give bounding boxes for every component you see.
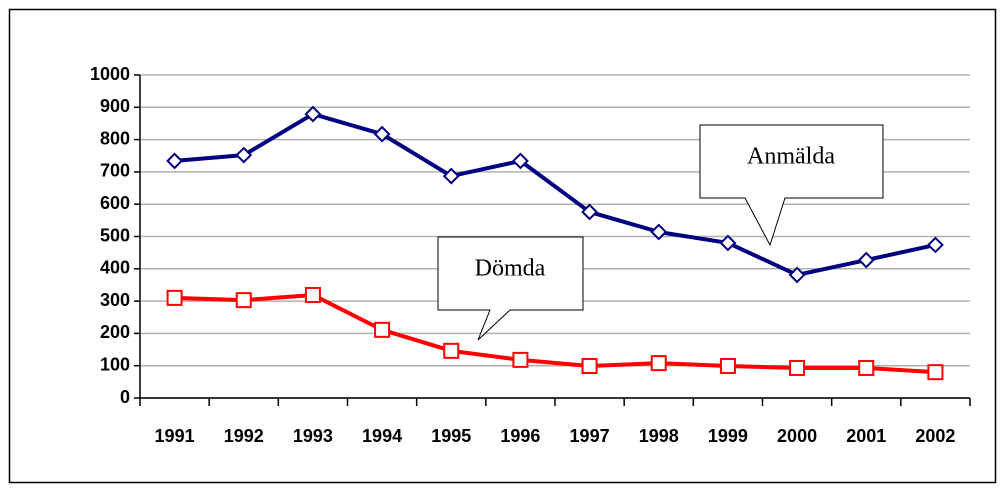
- point: [166, 289, 183, 306]
- x-tick-label: 2001: [846, 426, 886, 446]
- x-tick-label: 1993: [293, 426, 333, 446]
- point: [719, 234, 737, 252]
- point: [857, 251, 875, 269]
- point: [858, 359, 875, 376]
- x-tick-label: 1991: [155, 426, 195, 446]
- x-tick-label: 1992: [224, 426, 264, 446]
- y-tick-label: 400: [100, 258, 130, 278]
- callout-box: [437, 236, 584, 341]
- point: [927, 364, 944, 381]
- y-tick-label: 300: [100, 290, 130, 310]
- x-tick-label: 1996: [500, 426, 540, 446]
- x-tick-label: 2000: [777, 426, 817, 446]
- point: [581, 203, 598, 221]
- y-tick-label: 900: [100, 96, 130, 116]
- point: [650, 223, 668, 241]
- y-tick-label: 500: [100, 225, 130, 245]
- point: [235, 292, 252, 309]
- x-tick-label: 1994: [362, 426, 402, 446]
- callout-label: Anmälda: [747, 144, 835, 170]
- y-tick-label: 600: [100, 193, 130, 213]
- y-tick-label: 200: [100, 322, 130, 342]
- callout-box: [699, 124, 884, 247]
- point: [789, 359, 806, 376]
- point: [373, 125, 391, 143]
- point: [650, 355, 667, 372]
- x-tick-label: 2002: [915, 426, 955, 446]
- x-tick-label: 1999: [708, 426, 748, 446]
- point: [927, 236, 944, 254]
- y-tick-label: 1000: [90, 64, 130, 84]
- point: [166, 152, 183, 170]
- plot-area: 0 100 200 300 400 500 600 700 800 900 1000 1991 1992…: [90, 64, 971, 446]
- point: [442, 167, 460, 185]
- point: [512, 351, 529, 368]
- point: [443, 342, 460, 359]
- point: [235, 146, 253, 164]
- point: [581, 358, 598, 375]
- point: [788, 266, 806, 284]
- series-line: [174, 292, 936, 375]
- x-tick-label: 1995: [431, 426, 471, 446]
- point: [719, 358, 736, 375]
- y-tick-label: 100: [100, 354, 130, 374]
- y-tick-label: 800: [100, 128, 130, 148]
- point: [304, 105, 322, 123]
- callout-label: Dömda: [475, 256, 546, 282]
- x-tick-label: 1997: [570, 426, 610, 446]
- series-line: [174, 112, 936, 277]
- x-tick-label: 1998: [639, 426, 679, 446]
- point: [304, 286, 321, 303]
- y-tick-label: 700: [100, 161, 130, 181]
- point: [374, 321, 391, 338]
- point: [512, 152, 529, 170]
- y-tick-label: 0: [120, 387, 130, 407]
